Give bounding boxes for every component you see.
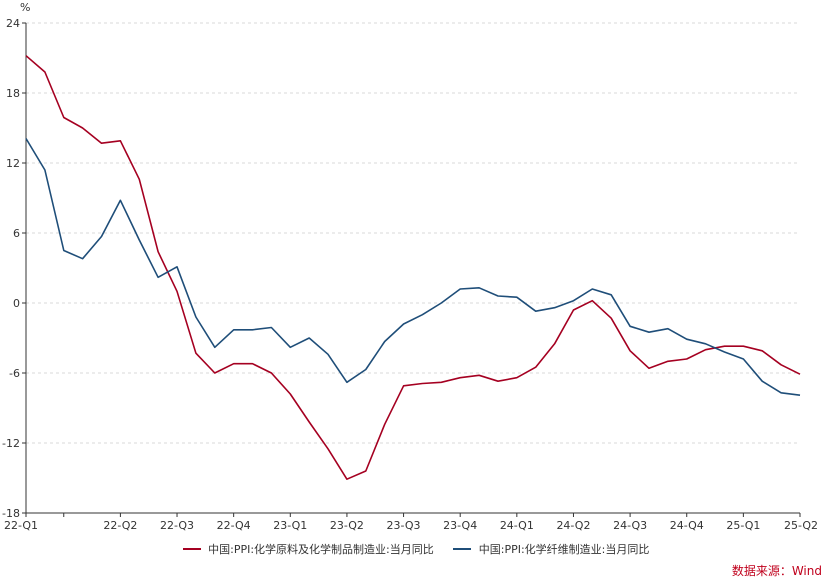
- y-tick-label: 12: [6, 157, 20, 170]
- legend-swatch-chemical-materials: [182, 548, 201, 550]
- x-tick-label: 24-Q2: [556, 519, 590, 532]
- legend-item-chemical-materials[interactable]: 中国:PPI:化学原料及化学制品制造业:当月同比: [182, 541, 434, 557]
- y-tick-label: -18: [2, 507, 20, 520]
- x-tick-label: 22-Q3: [160, 519, 194, 532]
- y-axis-unit-label: %: [20, 1, 30, 14]
- y-tick-label: -6: [9, 367, 20, 380]
- x-tick-label: 25-Q2: [784, 519, 818, 532]
- x-tick-label: 23-Q2: [330, 519, 364, 532]
- x-tick-label: 24-Q1: [500, 519, 534, 532]
- x-tick-label: 22-Q4: [217, 519, 251, 532]
- y-tick-label: 24: [6, 17, 20, 30]
- series-line-chemical-materials: [25, 55, 801, 481]
- y-tick-label: -12: [2, 437, 20, 450]
- legend-label-chemical-materials: 中国:PPI:化学原料及化学制品制造业:当月同比: [208, 543, 434, 556]
- x-tick-label: 23-Q4: [443, 519, 477, 532]
- series-layer: [25, 55, 801, 481]
- y-tick-label: 6: [13, 227, 20, 240]
- x-tick-label: 23-Q3: [387, 519, 421, 532]
- legend-label-chemical-fibers: 中国:PPI:化学纤维制造业:当月同比: [478, 543, 650, 556]
- legend: 中国:PPI:化学原料及化学制品制造业:当月同比 中国:PPI:化学纤维制造业:…: [0, 541, 832, 557]
- y-tick-label: 18: [6, 87, 20, 100]
- gridlines: [26, 22, 800, 444]
- y-tick-label: 0: [13, 297, 20, 310]
- x-tick-label: 22-Q1: [4, 519, 38, 532]
- series-line-chemical-fibers: [25, 138, 801, 396]
- x-tick-label: 24-Q4: [670, 519, 704, 532]
- data-source-note: 数据来源：Wind: [731, 564, 822, 578]
- x-tick-label: 24-Q3: [613, 519, 647, 532]
- x-tick-label: 22-Q2: [103, 519, 137, 532]
- legend-item-chemical-fibers[interactable]: 中国:PPI:化学纤维制造业:当月同比: [453, 541, 649, 557]
- x-tick-label: 23-Q1: [273, 519, 307, 532]
- x-tick-label: 25-Q1: [726, 519, 760, 532]
- legend-swatch-chemical-fibers: [453, 548, 472, 550]
